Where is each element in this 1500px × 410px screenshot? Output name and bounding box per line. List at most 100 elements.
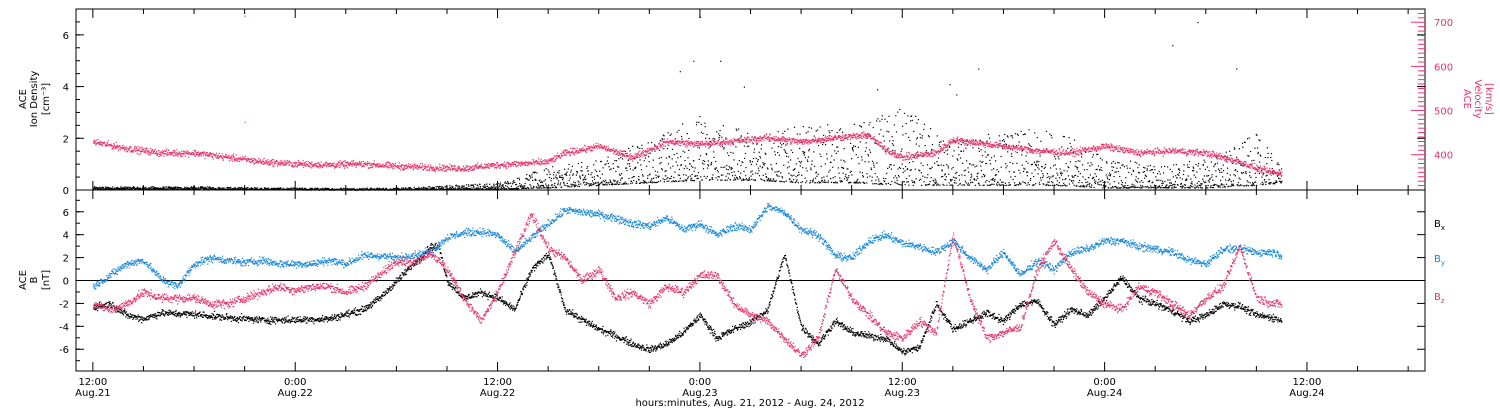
density-point bbox=[1150, 169, 1152, 171]
density-point bbox=[467, 184, 470, 186]
density-point bbox=[752, 157, 755, 160]
density-point bbox=[601, 181, 603, 183]
density-point bbox=[880, 183, 882, 185]
density-point bbox=[753, 148, 756, 150]
density-point bbox=[1127, 187, 1130, 189]
density-point bbox=[624, 183, 626, 185]
velocity-point bbox=[506, 167, 508, 170]
velocity-point bbox=[360, 162, 362, 164]
density-point bbox=[199, 186, 201, 188]
density-point bbox=[170, 187, 172, 189]
density-point bbox=[902, 171, 904, 173]
density-point bbox=[734, 179, 736, 181]
density-point bbox=[1036, 137, 1038, 139]
density-point bbox=[708, 165, 710, 167]
velocity-point bbox=[352, 159, 355, 162]
velocity-point bbox=[112, 145, 114, 147]
density-point bbox=[1243, 185, 1245, 187]
density-point bbox=[1158, 170, 1160, 173]
density-point bbox=[772, 180, 774, 182]
density-point bbox=[1074, 165, 1076, 167]
velocity-point bbox=[280, 159, 282, 162]
density-point bbox=[279, 188, 281, 190]
density-point bbox=[981, 176, 983, 178]
velocity-point bbox=[387, 166, 389, 168]
velocity-point bbox=[218, 152, 220, 154]
density-point bbox=[615, 183, 617, 185]
velocity-point bbox=[562, 150, 564, 152]
density-point bbox=[1076, 168, 1078, 170]
density-point bbox=[988, 180, 990, 183]
density-point bbox=[648, 181, 650, 183]
density-point bbox=[1253, 183, 1255, 185]
density-point bbox=[982, 161, 984, 163]
density-point bbox=[568, 179, 570, 181]
velocity-point bbox=[222, 158, 224, 160]
density-point bbox=[711, 162, 713, 164]
density-point bbox=[673, 176, 675, 179]
density-point bbox=[825, 181, 827, 183]
density-point bbox=[1152, 172, 1154, 174]
density-point bbox=[1280, 181, 1282, 183]
density-point bbox=[1036, 161, 1038, 163]
velocity-point bbox=[112, 147, 114, 150]
density-point bbox=[664, 179, 666, 181]
density-point bbox=[677, 174, 679, 176]
density-point bbox=[605, 179, 607, 181]
density-point bbox=[804, 151, 806, 153]
density-point bbox=[1087, 162, 1089, 164]
density-point bbox=[1030, 164, 1032, 166]
velocity-point bbox=[483, 168, 485, 170]
density-point bbox=[976, 165, 978, 167]
velocity-point bbox=[430, 164, 432, 166]
density-point bbox=[769, 179, 771, 181]
density-point bbox=[1202, 163, 1204, 166]
density-point bbox=[608, 182, 610, 184]
velocity-point bbox=[343, 167, 345, 169]
density-point bbox=[648, 156, 650, 158]
density-point bbox=[736, 177, 738, 179]
density-point bbox=[653, 177, 655, 179]
density-point bbox=[753, 151, 755, 153]
density-point bbox=[1212, 179, 1214, 181]
density-point bbox=[861, 156, 863, 158]
density-point bbox=[828, 130, 830, 132]
density-point bbox=[1179, 169, 1181, 171]
density-point bbox=[209, 186, 211, 188]
velocity-point bbox=[138, 149, 140, 152]
density-point bbox=[1060, 174, 1062, 176]
velocity-point bbox=[194, 153, 196, 155]
density-point bbox=[823, 181, 825, 183]
density-point bbox=[398, 188, 400, 190]
density-point bbox=[1019, 183, 1021, 185]
density-point bbox=[595, 160, 597, 162]
velocity-point bbox=[539, 160, 541, 163]
density-point bbox=[858, 182, 860, 184]
density-point bbox=[733, 179, 735, 181]
density-point bbox=[219, 187, 221, 190]
density-point bbox=[681, 135, 683, 138]
density-point bbox=[1099, 168, 1101, 171]
density-point bbox=[865, 147, 867, 149]
density-point bbox=[273, 187, 275, 189]
density-point bbox=[103, 187, 105, 189]
density-point bbox=[1004, 133, 1006, 135]
density-point bbox=[534, 171, 536, 173]
velocity-point bbox=[436, 166, 439, 168]
density-point bbox=[554, 176, 557, 178]
density-point bbox=[108, 188, 110, 190]
density-point bbox=[908, 175, 910, 177]
velocity-point bbox=[136, 152, 138, 154]
density-point bbox=[551, 183, 553, 186]
velocity-point bbox=[438, 169, 440, 171]
density-point bbox=[96, 187, 99, 189]
density-point bbox=[679, 174, 681, 176]
velocity-point bbox=[200, 155, 202, 157]
density-point bbox=[559, 175, 561, 177]
density-point bbox=[1129, 160, 1132, 162]
velocity-point bbox=[93, 142, 95, 144]
density-point bbox=[1128, 171, 1130, 173]
density-point bbox=[484, 186, 486, 188]
density-point bbox=[278, 187, 280, 189]
velocity-point bbox=[363, 165, 365, 167]
